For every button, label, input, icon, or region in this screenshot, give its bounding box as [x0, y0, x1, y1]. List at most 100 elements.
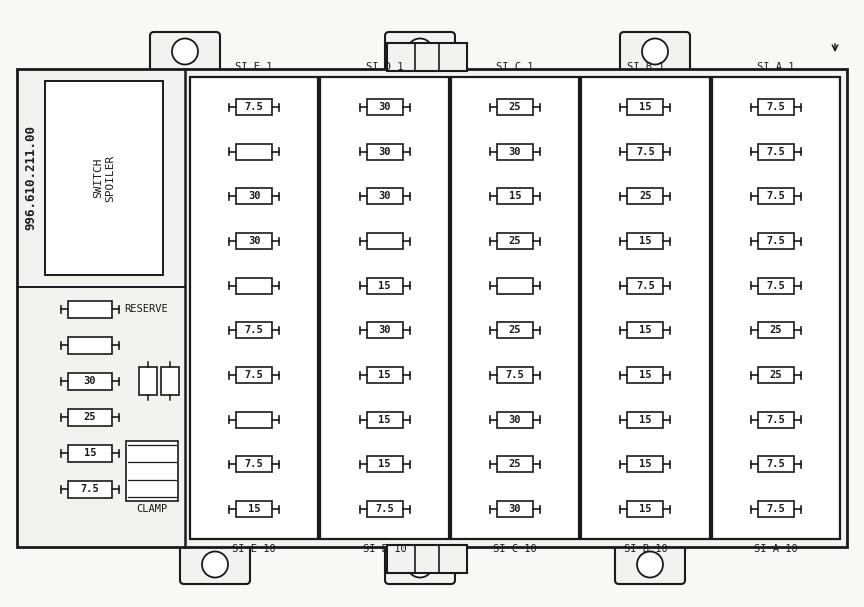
Text: SI A 1: SI A 1: [757, 62, 795, 72]
Bar: [366, 412, 403, 428]
Text: 15: 15: [378, 370, 391, 380]
Circle shape: [637, 552, 663, 577]
Bar: [758, 501, 794, 517]
Bar: [497, 322, 533, 338]
Bar: [321, 77, 448, 539]
Text: 7.5: 7.5: [245, 102, 264, 112]
Bar: [627, 188, 664, 205]
Circle shape: [407, 38, 433, 64]
Bar: [236, 456, 272, 472]
Bar: [627, 277, 664, 294]
Bar: [366, 322, 403, 338]
Text: 30: 30: [509, 415, 521, 425]
Text: 7.5: 7.5: [766, 102, 785, 112]
Bar: [366, 456, 403, 472]
Bar: [627, 501, 664, 517]
Bar: [758, 412, 794, 428]
Bar: [68, 373, 112, 390]
Text: 30: 30: [378, 191, 391, 202]
Circle shape: [202, 552, 228, 577]
Text: 30: 30: [84, 376, 96, 386]
Text: 15: 15: [378, 459, 391, 469]
Text: 25: 25: [770, 370, 782, 380]
Text: 15: 15: [639, 325, 651, 335]
Text: 15: 15: [639, 459, 651, 469]
Text: 25: 25: [509, 102, 521, 112]
Text: SI C 10: SI C 10: [493, 544, 537, 554]
Bar: [627, 144, 664, 160]
Text: 15: 15: [639, 370, 651, 380]
Text: 15: 15: [378, 415, 391, 425]
Bar: [236, 144, 272, 160]
Bar: [581, 77, 709, 539]
Text: 30: 30: [248, 236, 260, 246]
Bar: [627, 412, 664, 428]
Text: 25: 25: [639, 191, 651, 202]
Text: 15: 15: [639, 236, 651, 246]
Bar: [497, 233, 533, 249]
Text: 15: 15: [84, 448, 96, 458]
Bar: [366, 188, 403, 205]
Bar: [139, 367, 157, 395]
FancyBboxPatch shape: [180, 541, 250, 584]
Bar: [236, 367, 272, 383]
Circle shape: [172, 38, 198, 64]
Text: 7.5: 7.5: [505, 370, 524, 380]
Text: 7.5: 7.5: [80, 484, 99, 494]
Text: 15: 15: [509, 191, 521, 202]
FancyBboxPatch shape: [615, 541, 685, 584]
Bar: [758, 322, 794, 338]
Bar: [627, 233, 664, 249]
Text: SWITCH
SPOILER: SWITCH SPOILER: [93, 154, 115, 202]
FancyBboxPatch shape: [385, 541, 455, 584]
Bar: [627, 367, 664, 383]
Bar: [758, 367, 794, 383]
Bar: [497, 99, 533, 115]
Bar: [366, 277, 403, 294]
Text: 15: 15: [639, 504, 651, 514]
Bar: [497, 412, 533, 428]
Text: 30: 30: [378, 102, 391, 112]
Bar: [126, 441, 178, 501]
Text: 15: 15: [378, 280, 391, 291]
Bar: [366, 233, 403, 249]
Text: 15: 15: [639, 102, 651, 112]
Bar: [236, 322, 272, 338]
Text: 7.5: 7.5: [245, 370, 264, 380]
Text: 7.5: 7.5: [766, 280, 785, 291]
Bar: [497, 456, 533, 472]
Text: 7.5: 7.5: [766, 147, 785, 157]
Bar: [68, 444, 112, 461]
Text: 25: 25: [509, 236, 521, 246]
Bar: [236, 277, 272, 294]
Bar: [627, 322, 664, 338]
Bar: [68, 300, 112, 317]
Bar: [366, 501, 403, 517]
Text: SI B 10: SI B 10: [624, 544, 667, 554]
Bar: [387, 43, 467, 71]
Bar: [236, 99, 272, 115]
Bar: [758, 456, 794, 472]
Text: 7.5: 7.5: [766, 191, 785, 202]
Text: RESERVE: RESERVE: [124, 304, 168, 314]
Text: SI D 10: SI D 10: [363, 544, 406, 554]
Text: CLAMP: CLAMP: [137, 504, 168, 514]
Text: 7.5: 7.5: [766, 415, 785, 425]
Bar: [68, 409, 112, 426]
Text: 7.5: 7.5: [766, 504, 785, 514]
Text: 25: 25: [84, 412, 96, 422]
Text: SI A 10: SI A 10: [754, 544, 797, 554]
Bar: [387, 545, 467, 573]
Text: SI C 1: SI C 1: [496, 62, 534, 72]
Text: 15: 15: [248, 504, 260, 514]
Bar: [758, 99, 794, 115]
Text: 996.610.211.00: 996.610.211.00: [24, 126, 37, 231]
Bar: [366, 99, 403, 115]
Text: 25: 25: [770, 325, 782, 335]
Text: 25: 25: [509, 325, 521, 335]
Text: 30: 30: [248, 191, 260, 202]
Bar: [758, 188, 794, 205]
Text: 15: 15: [639, 415, 651, 425]
Text: 25: 25: [509, 459, 521, 469]
Bar: [161, 367, 179, 395]
